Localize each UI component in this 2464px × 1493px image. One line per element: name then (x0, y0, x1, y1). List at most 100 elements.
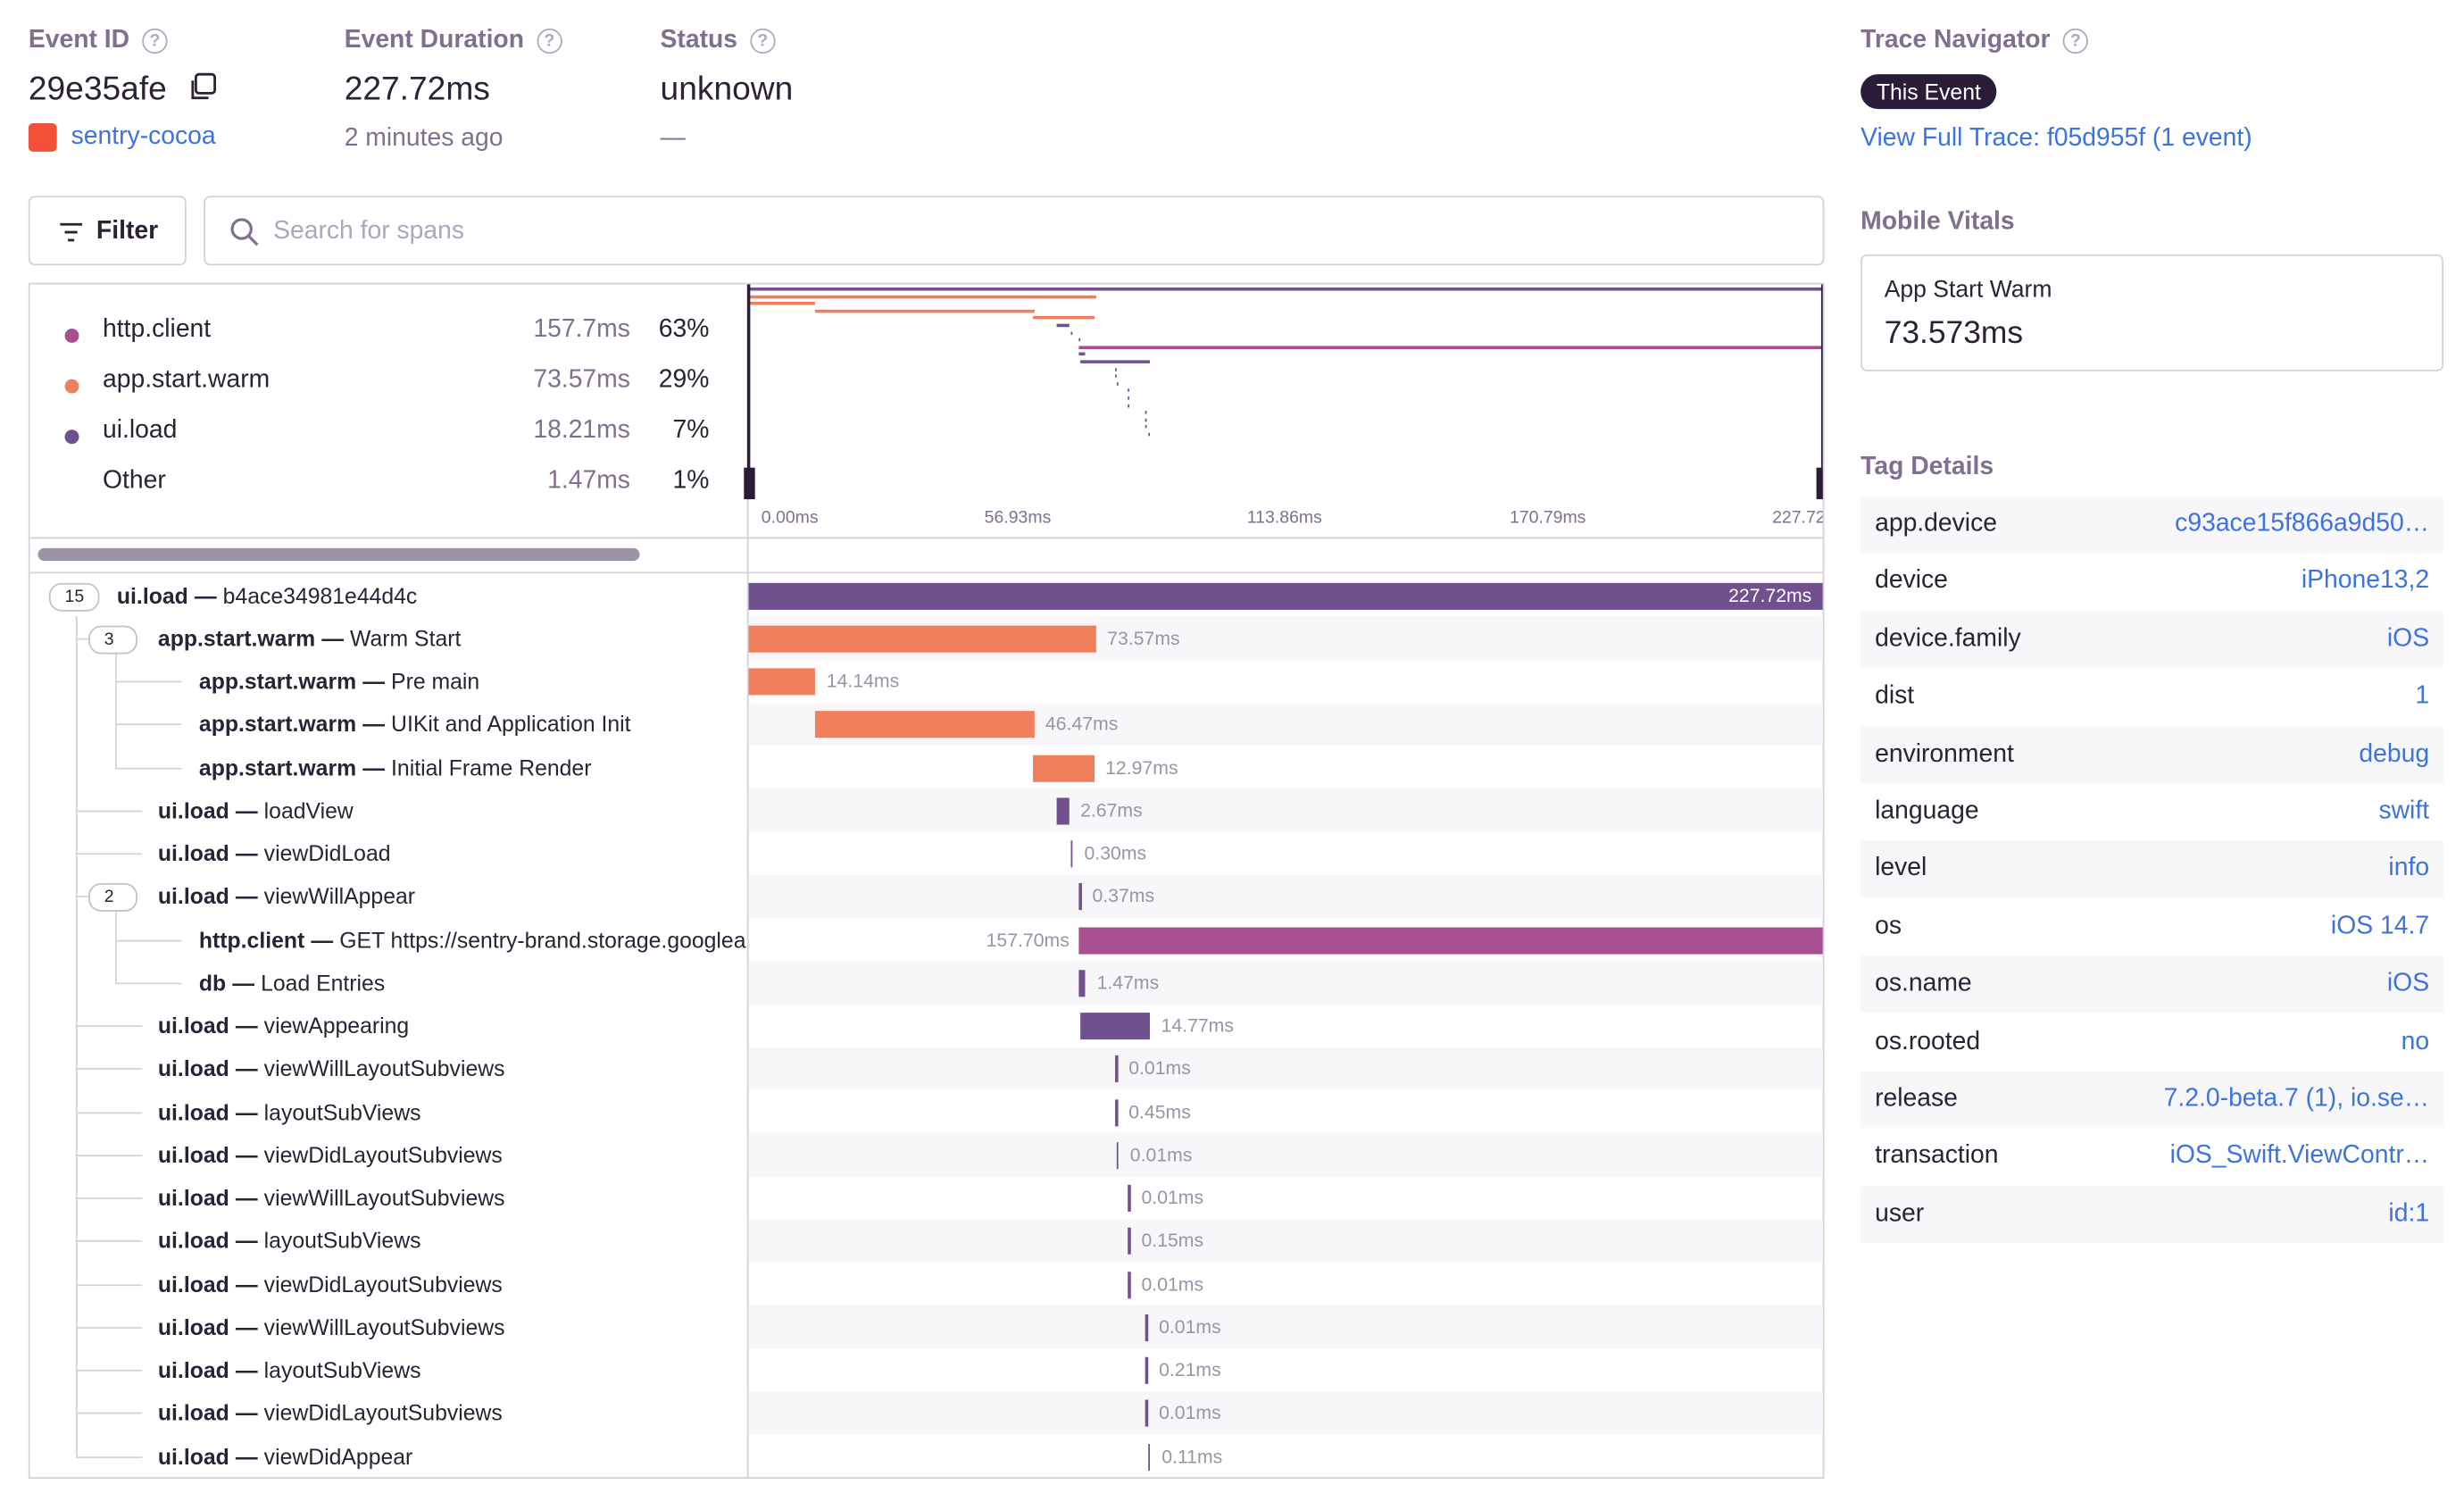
span-bar[interactable] (1115, 1098, 1118, 1126)
vital-name: App Start Warm (1884, 276, 2052, 304)
span-label[interactable]: ui.load — viewWillLayoutSubviews (158, 1055, 747, 1083)
tag-value[interactable]: iOS (2386, 625, 2430, 653)
tag-table: app.device c93ace15f866a9d50… device iPhone… (1860, 496, 2443, 1247)
span-bar[interactable] (1145, 1400, 1148, 1428)
duration-label: 0.01ms (1159, 1401, 1221, 1424)
tag-value[interactable]: iPhone13,2 (2301, 567, 2430, 595)
span-bar[interactable] (1128, 1185, 1131, 1213)
handle[interactable] (744, 467, 755, 500)
span-bar[interactable] (1116, 1141, 1120, 1170)
tag-value[interactable]: iOS (2386, 970, 2430, 997)
vital-card: App Start Warm 73.573ms (1860, 254, 2443, 371)
span-bar[interactable] (1080, 1013, 1151, 1040)
span-bar[interactable] (1078, 926, 1823, 954)
tree-branch (75, 1370, 143, 1372)
tag-value[interactable]: c93ace15f866a9d50… (2175, 510, 2430, 538)
filter-button[interactable]: Filter (28, 196, 187, 266)
span-op: app.start.warm (198, 755, 357, 780)
tag-value[interactable]: 7.2.0-beta.7 (1), io.se… (2163, 1085, 2430, 1113)
span-label[interactable]: app.start.warm — Warm Start (158, 624, 747, 653)
copy-icon[interactable] (188, 72, 217, 101)
span-label[interactable]: ui.load — viewWillLayoutSubviews (158, 1313, 747, 1341)
tag-value[interactable]: iOS_Swift.ViewContr… (2169, 1142, 2430, 1170)
op-percent: 1% (672, 467, 710, 495)
span-bar[interactable] (1128, 1271, 1131, 1298)
span-label[interactable]: ui.load — layoutSubViews (158, 1355, 747, 1384)
tag-value[interactable]: id:1 (2388, 1200, 2430, 1228)
tree-branch (75, 1413, 143, 1415)
project-link[interactable]: sentry-cocoa (71, 122, 216, 151)
span-label[interactable]: ui.load — layoutSubViews (158, 1097, 747, 1126)
minimap-bar (1080, 360, 1151, 363)
span-label[interactable]: ui.load — layoutSubViews (158, 1227, 747, 1255)
span-bar[interactable] (1070, 840, 1074, 868)
span-bar[interactable] (1128, 1228, 1131, 1255)
tag-value[interactable]: swift (2378, 797, 2430, 825)
span-label[interactable]: ui.load — viewDidAppear (158, 1442, 747, 1471)
op-percent: 63% (658, 315, 710, 343)
span-bar[interactable] (814, 711, 1035, 738)
span-bar[interactable] (1145, 1314, 1148, 1341)
span-label[interactable]: ui.load — viewWillLayoutSubviews (158, 1183, 747, 1212)
tag-key: device (1875, 567, 1948, 595)
tag-value[interactable]: no (2401, 1028, 2430, 1055)
span-bar[interactable] (1145, 1356, 1148, 1385)
span-bar[interactable] (748, 668, 816, 696)
span-op: app.start.warm (157, 625, 316, 651)
minimap-bar (748, 287, 1823, 291)
separator: — (235, 1098, 258, 1125)
span-bar[interactable] (1033, 755, 1095, 782)
span-label[interactable]: app.start.warm — Pre main (199, 667, 747, 696)
legend-dot (64, 430, 79, 445)
child-badge[interactable]: 3 (88, 625, 138, 655)
span-bar[interactable] (748, 625, 1096, 653)
span-desc: viewWillLayoutSubviews (263, 1185, 505, 1211)
handle[interactable] (1816, 467, 1823, 500)
span-bar[interactable] (1078, 883, 1082, 911)
tag-value[interactable]: debug (2359, 740, 2430, 768)
minimap-bar (748, 302, 816, 305)
span-label[interactable]: ui.load — loadView (158, 796, 747, 824)
op-duration: 18.21ms (533, 417, 630, 445)
label: Trace Navigator? (1860, 27, 2089, 55)
span-desc: viewDidLayoutSubviews (263, 1271, 503, 1297)
span-bar[interactable] (1115, 1055, 1118, 1083)
duration-label: 12.97ms (1105, 755, 1178, 779)
span-op: ui.load (157, 1314, 229, 1340)
span-label[interactable]: ui.load — viewAppearing (158, 1012, 747, 1040)
span-label[interactable]: ui.load — viewDidLoad (158, 839, 747, 868)
span-label[interactable]: app.start.warm — Initial Frame Render (199, 753, 747, 781)
child-badge[interactable]: 2 (88, 883, 138, 913)
minimap-bar (1078, 353, 1086, 356)
span-label[interactable]: ui.load — viewDidLayoutSubviews (158, 1270, 747, 1298)
span-label[interactable]: ui.load — viewDidLayoutSubviews (158, 1140, 747, 1169)
span-label[interactable]: http.client — GET https://sentry-brand.sto… (199, 925, 747, 954)
span-bar[interactable] (1056, 797, 1070, 825)
scrollbar[interactable] (37, 547, 640, 562)
span-desc: viewAppearing (263, 1013, 410, 1038)
span-bar[interactable] (1078, 970, 1086, 997)
span-label[interactable]: db — Load Entries (199, 968, 747, 997)
separator: — (235, 1271, 258, 1297)
span-label[interactable]: ui.load — b4ace34981e44d4c (117, 580, 747, 609)
search-input[interactable]: Search for spans (204, 196, 1825, 266)
span-desc: viewWillAppear (263, 883, 416, 909)
span-label[interactable]: ui.load — viewDidLayoutSubviews (158, 1398, 747, 1427)
tag-value[interactable]: iOS 14.7 (2330, 913, 2430, 940)
tree-branch (75, 1111, 143, 1113)
span-label[interactable]: app.start.warm — UIKit and Application Ini… (199, 710, 747, 738)
status-sub: — (660, 124, 686, 152)
trace-link[interactable]: View Full Trace: f05d955f (1 event) (1860, 124, 2252, 152)
tag-value[interactable]: 1 (2415, 682, 2430, 710)
span-bar[interactable] (748, 582, 1823, 610)
tag-value[interactable]: info (2388, 855, 2430, 882)
child-badge[interactable]: 15 (48, 582, 100, 612)
span-op: app.start.warm (198, 668, 357, 694)
minimap-bar (814, 309, 1035, 313)
span-label[interactable]: ui.load — viewWillAppear (158, 882, 747, 911)
span-op: ui.load (157, 1185, 229, 1211)
span-bar[interactable] (1148, 1443, 1151, 1471)
minimap-bar (748, 295, 1096, 298)
axis-label: 0.00ms (761, 508, 819, 528)
